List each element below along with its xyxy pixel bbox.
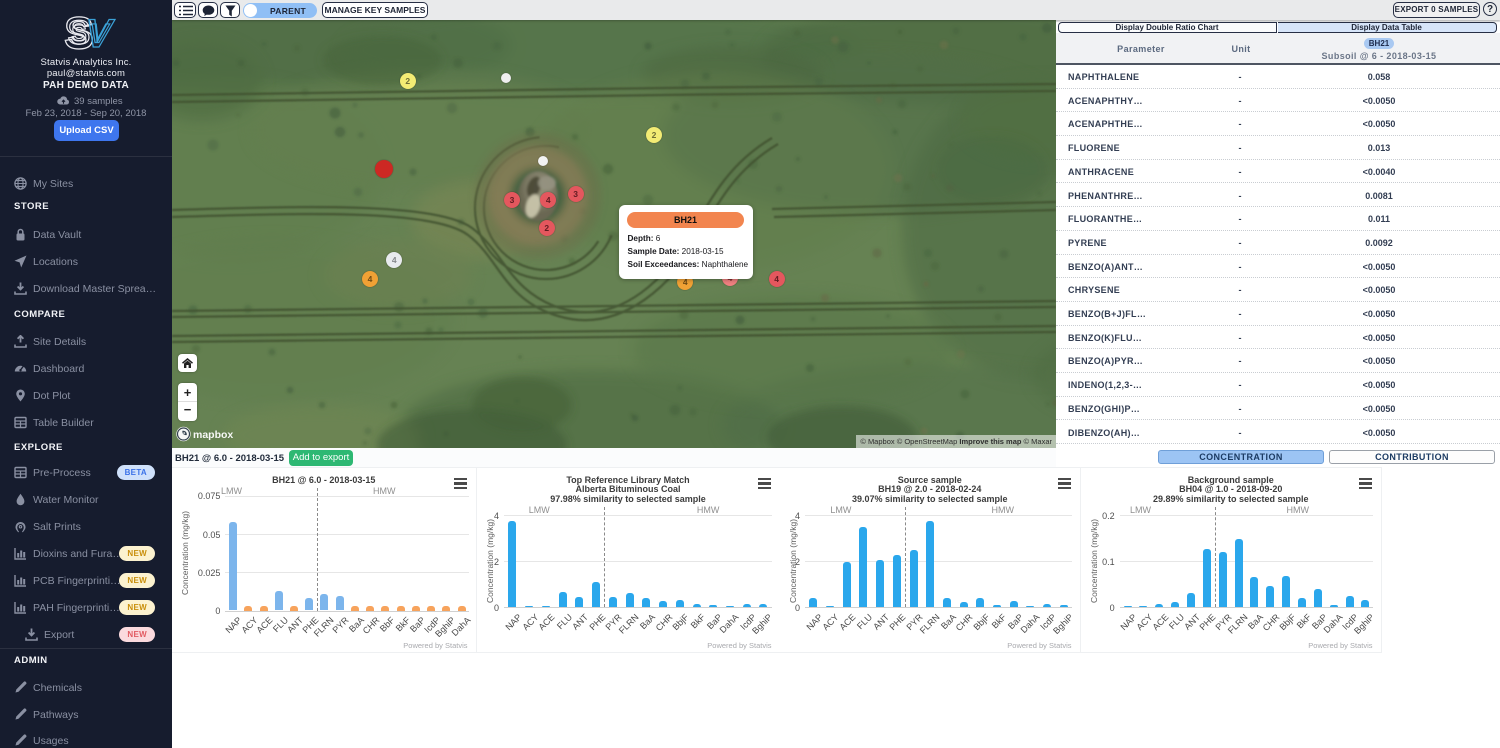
svg-text:mapbox: mapbox: [193, 429, 233, 441]
svg-text:S: S: [64, 8, 94, 54]
svg-text:S: S: [71, 20, 86, 46]
svg-text:S: S: [68, 14, 91, 52]
